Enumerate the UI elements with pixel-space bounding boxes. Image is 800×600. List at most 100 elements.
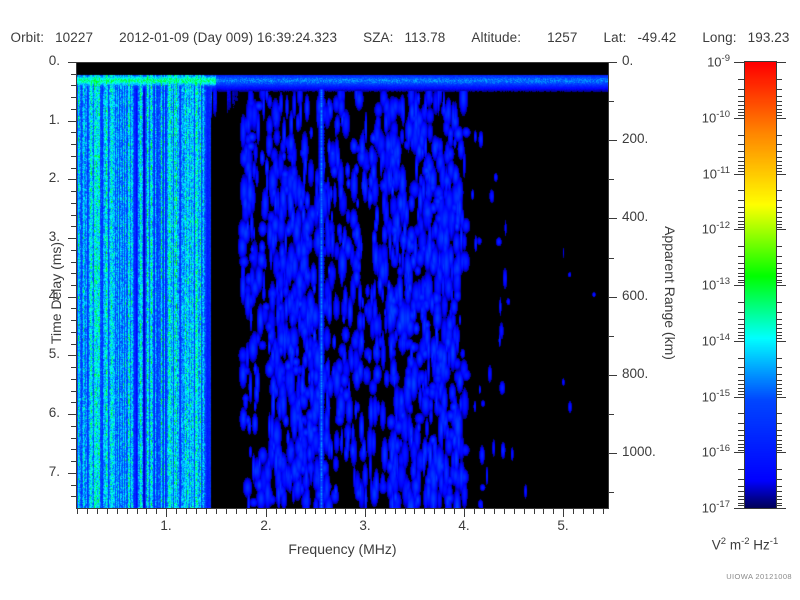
colorbar-tick-major bbox=[776, 62, 786, 63]
x-tick-minor bbox=[434, 508, 435, 514]
x-tick-major bbox=[464, 508, 465, 517]
y-right-tick-minor bbox=[608, 414, 614, 415]
colorbar-tick-minor bbox=[776, 358, 782, 359]
colorbar bbox=[745, 62, 776, 508]
y-tick-minor bbox=[71, 144, 77, 145]
altitude-value: 1257 bbox=[547, 30, 578, 45]
y-tick-label: 1. bbox=[48, 112, 60, 127]
colorbar-tick-minor bbox=[738, 221, 744, 222]
colorbar-tick-minor bbox=[738, 486, 744, 487]
colorbar-tick-minor bbox=[776, 499, 782, 500]
y-axis-right-line bbox=[608, 62, 609, 509]
colorbar-tick-minor bbox=[738, 144, 744, 145]
colorbar-tick-minor bbox=[776, 486, 782, 487]
x-tick-minor bbox=[414, 508, 415, 514]
y-tick-label: 0. bbox=[48, 53, 60, 68]
x-tick-minor bbox=[206, 508, 207, 514]
colorbar-tick-minor bbox=[738, 190, 744, 191]
colorbar-tick-minor bbox=[776, 324, 782, 325]
colorbar-tick-minor bbox=[776, 282, 782, 283]
colorbar-tick-minor bbox=[776, 312, 782, 313]
y-right-tick-label: 0. bbox=[622, 53, 634, 68]
x-tick-minor bbox=[355, 508, 356, 514]
x-tick-minor bbox=[246, 508, 247, 514]
x-tick-minor bbox=[305, 508, 306, 514]
colorbar-tick-label: 10-17 bbox=[701, 499, 730, 516]
x-tick-minor bbox=[345, 508, 346, 514]
colorbar-tick-minor bbox=[738, 388, 744, 389]
colorbar-tick-minor bbox=[738, 374, 744, 375]
colorbar-tick-minor bbox=[776, 171, 782, 172]
x-tick-minor bbox=[474, 508, 475, 514]
colorbar-tick-minor bbox=[738, 499, 744, 500]
colorbar-tick-minor bbox=[738, 280, 744, 281]
x-tick-minor bbox=[593, 508, 594, 514]
y-tick-major bbox=[68, 62, 77, 63]
y-tick-major bbox=[68, 297, 77, 298]
x-tick-minor bbox=[543, 508, 544, 514]
colorbar-tick-minor bbox=[776, 101, 782, 102]
colorbar-tick-minor bbox=[776, 112, 782, 113]
colorbar-tick-minor bbox=[776, 89, 782, 90]
y-right-tick-major bbox=[608, 140, 617, 141]
x-tick-minor bbox=[524, 508, 525, 514]
colorbar-tick-minor bbox=[776, 388, 782, 389]
x-tick-minor bbox=[514, 508, 515, 514]
x-tick-minor bbox=[77, 508, 78, 514]
colorbar-tick-major bbox=[734, 508, 744, 509]
x-tick-label: 5. bbox=[557, 518, 569, 533]
y-tick-major bbox=[68, 414, 77, 415]
x-tick-minor bbox=[385, 508, 386, 514]
colorbar-tick-minor bbox=[738, 423, 744, 424]
x-tick-major bbox=[166, 508, 167, 517]
colorbar-tick-minor bbox=[738, 200, 744, 201]
colorbar-tick-minor bbox=[738, 246, 744, 247]
colorbar-tick-minor bbox=[776, 505, 782, 506]
colorbar-tick-minor bbox=[738, 380, 744, 381]
colorbar-tick-minor bbox=[776, 256, 782, 257]
colorbar-tick-minor bbox=[738, 503, 744, 504]
colorbar-tick-minor bbox=[738, 217, 744, 218]
colorbar-tick-major bbox=[734, 397, 744, 398]
colorbar-tick-minor bbox=[738, 332, 744, 333]
y-right-tick-minor bbox=[608, 336, 614, 337]
colorbar-tick-major bbox=[776, 452, 786, 453]
y-tick-major bbox=[68, 238, 77, 239]
colorbar-tick-major bbox=[734, 285, 744, 286]
x-tick-minor bbox=[137, 508, 138, 514]
y-right-tick-minor bbox=[608, 492, 614, 493]
colorbar-tick-minor bbox=[738, 430, 744, 431]
x-tick-minor bbox=[107, 508, 108, 514]
x-tick-minor bbox=[395, 508, 396, 514]
colorbar-tick-minor bbox=[776, 391, 782, 392]
colorbar-tick-minor bbox=[776, 328, 782, 329]
y-tick-minor bbox=[71, 250, 77, 251]
x-tick-minor bbox=[87, 508, 88, 514]
y-tick-label: 4. bbox=[48, 288, 60, 303]
x-tick-major bbox=[266, 508, 267, 517]
y-tick-minor bbox=[71, 379, 77, 380]
colorbar-tick-label: 10-9 bbox=[707, 53, 730, 70]
colorbar-tick-minor bbox=[776, 105, 782, 106]
y-right-tick-major bbox=[608, 297, 617, 298]
colorbar-tick-minor bbox=[738, 268, 744, 269]
colorbar-tick-minor bbox=[776, 115, 782, 116]
colorbar-tick-minor bbox=[738, 276, 744, 277]
colorbar-tick-minor bbox=[776, 135, 782, 136]
colorbar-tick-major bbox=[734, 341, 744, 342]
colorbar-tick-minor bbox=[738, 338, 744, 339]
header-metadata-line: Orbit: 10227 2012-01-09 (Day 009) 16:39:24… bbox=[0, 30, 800, 45]
y-tick-minor bbox=[71, 203, 77, 204]
colorbar-tick-major bbox=[734, 62, 744, 63]
colorbar-tick-minor bbox=[776, 96, 782, 97]
colorbar-tick-major bbox=[776, 341, 786, 342]
colorbar-tick-minor bbox=[738, 161, 744, 162]
colorbar-tick-minor bbox=[776, 440, 782, 441]
colorbar-tick-minor bbox=[738, 384, 744, 385]
x-tick-minor bbox=[325, 508, 326, 514]
x-tick-minor bbox=[127, 508, 128, 514]
y-tick-minor bbox=[71, 109, 77, 110]
colorbar-tick-minor bbox=[738, 469, 744, 470]
x-tick-minor bbox=[196, 508, 197, 514]
